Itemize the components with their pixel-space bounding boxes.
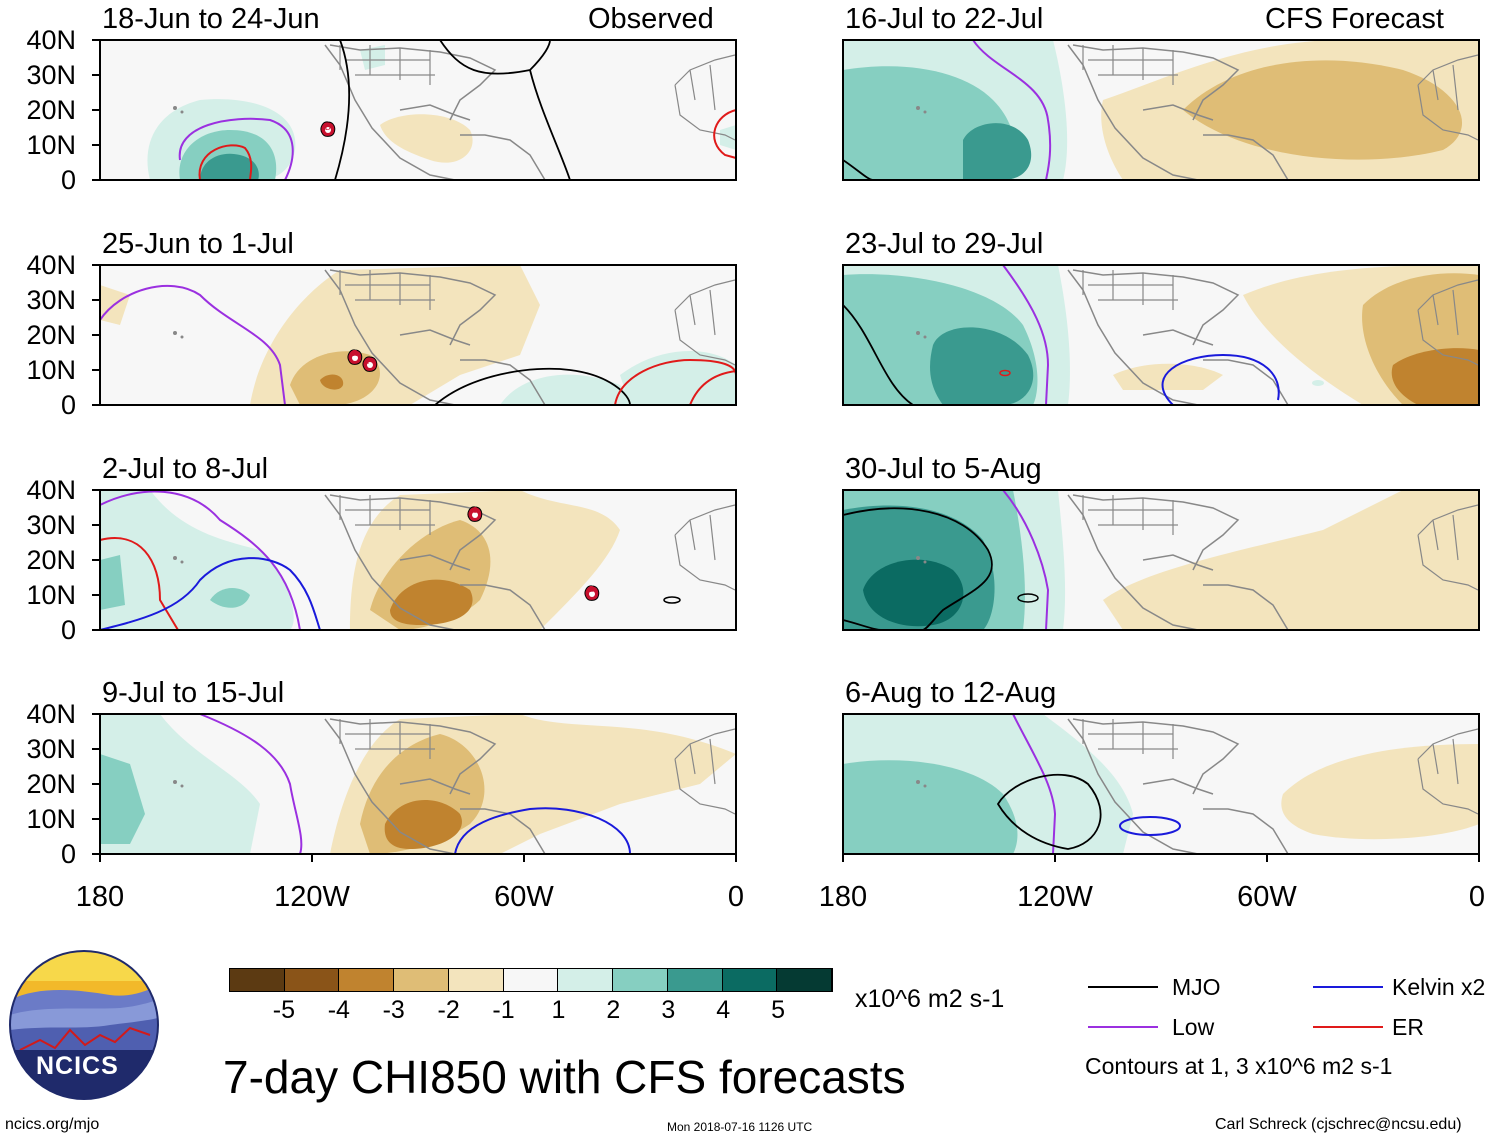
colorbar-swatch bbox=[558, 969, 614, 991]
panel-title-8: 6-Aug to 12-Aug bbox=[845, 677, 1057, 709]
y-tick: 40N bbox=[26, 25, 76, 55]
panel-forecast-2 bbox=[842, 264, 1480, 406]
y-tick: 20N bbox=[26, 320, 76, 350]
legend-er: ER bbox=[1392, 1014, 1424, 1040]
colorbar-swatch bbox=[284, 969, 340, 991]
footer-link[interactable]: ncics.org/mjo bbox=[5, 1116, 100, 1133]
panel-observed-2 bbox=[99, 264, 737, 406]
colorbar-units: x10^6 m2 s-1 bbox=[855, 985, 1005, 1013]
colorbar-swatch bbox=[230, 969, 285, 991]
legend-note: Contours at 1, 3 x10^6 m2 s-1 bbox=[1085, 1053, 1393, 1079]
y-tick: 0 bbox=[60, 839, 76, 869]
panel-title-1: 18-Jun to 24-Jun bbox=[102, 3, 320, 35]
panel-observed-4 bbox=[99, 713, 737, 855]
colorbar-tick-label: -1 bbox=[492, 996, 515, 1024]
panel-observed-3 bbox=[99, 489, 737, 631]
x-tick: 0 bbox=[1468, 881, 1486, 913]
panel-title-7: 30-Jul to 5-Aug bbox=[845, 453, 1042, 485]
footer-timestamp: Mon 2018-07-16 1126 UTC bbox=[667, 1120, 813, 1134]
colorbar-tick-label: -5 bbox=[272, 996, 296, 1024]
y-tick: 10N bbox=[26, 580, 76, 610]
panel-title-2: 25-Jun to 1-Jul bbox=[102, 228, 294, 260]
panel-observed-1 bbox=[99, 39, 737, 181]
observed-label: Observed bbox=[588, 3, 714, 35]
colorbar-tick-label: -2 bbox=[437, 996, 460, 1024]
y-tick: 40N bbox=[26, 250, 76, 280]
y-tick: 0 bbox=[60, 165, 76, 195]
y-tick: 20N bbox=[26, 769, 76, 799]
y-tick: 10N bbox=[26, 130, 76, 160]
x-tick: 120W bbox=[1017, 881, 1093, 913]
y-tick: 40N bbox=[26, 699, 76, 729]
storm-label: D bbox=[325, 123, 331, 132]
colorbar-tick-label: 1 bbox=[551, 996, 566, 1024]
colorbar bbox=[229, 968, 833, 992]
y-tick: 30N bbox=[26, 285, 76, 315]
colorbar-swatch bbox=[448, 969, 504, 991]
colorbar-swatch bbox=[503, 969, 559, 991]
x-tick: 180 bbox=[818, 881, 868, 913]
colorbar-swatch bbox=[722, 969, 778, 991]
colorbar-swatch bbox=[667, 969, 723, 991]
panel-forecast-3 bbox=[842, 489, 1480, 631]
y-tick: 10N bbox=[26, 804, 76, 834]
panel-title-3: 2-Jul to 8-Jul bbox=[102, 453, 269, 485]
colorbar-swatch bbox=[777, 969, 833, 991]
x-tick: 120W bbox=[274, 881, 350, 913]
legend-mjo: MJO bbox=[1172, 974, 1221, 1000]
colorbar-tick-label: 4 bbox=[716, 996, 731, 1024]
storm-label: C bbox=[472, 506, 478, 515]
panel-forecast-1 bbox=[842, 39, 1480, 181]
y-tick: 30N bbox=[26, 510, 76, 540]
x-tick: 0 bbox=[727, 881, 745, 913]
y-tick: 20N bbox=[26, 545, 76, 575]
panel-forecast-4 bbox=[842, 713, 1480, 855]
y-tick: 0 bbox=[60, 390, 76, 420]
y-tick: 10N bbox=[26, 355, 76, 385]
storm-label: B bbox=[589, 585, 595, 594]
panel-title-6: 23-Jul to 29-Jul bbox=[845, 228, 1044, 260]
footer-credit: Carl Schreck (cjschrec@ncsu.edu) bbox=[1215, 1116, 1462, 1133]
legend-kelvin: Kelvin x2 bbox=[1392, 974, 1486, 1000]
colorbar-tick-label: 2 bbox=[606, 996, 621, 1024]
logo-text: NCICS bbox=[36, 1052, 119, 1080]
y-tick: 40N bbox=[26, 475, 76, 505]
x-tick: 60W bbox=[1237, 881, 1297, 913]
colorbar-swatch bbox=[613, 969, 668, 991]
colorbar-swatch bbox=[394, 969, 449, 991]
x-tick: 60W bbox=[494, 881, 554, 913]
x-tick: 180 bbox=[75, 881, 125, 913]
axis-ticks bbox=[92, 39, 1480, 862]
y-tick: 20N bbox=[26, 95, 76, 125]
panel-title-4: 9-Jul to 15-Jul bbox=[102, 677, 285, 709]
storm-label: E bbox=[352, 349, 358, 358]
colorbar-tick-label: -4 bbox=[327, 996, 350, 1024]
legend-low: Low bbox=[1172, 1014, 1215, 1040]
y-tick: 0 bbox=[60, 615, 76, 645]
panel-title-5: 16-Jul to 22-Jul bbox=[845, 3, 1044, 35]
colorbar-tick-label: 3 bbox=[661, 996, 676, 1024]
y-tick: 30N bbox=[26, 734, 76, 764]
forecast-label: CFS Forecast bbox=[1265, 3, 1444, 35]
main-title: 7-day CHI850 with CFS forecasts bbox=[223, 1051, 906, 1103]
y-tick: 30N bbox=[26, 60, 76, 90]
colorbar-swatch bbox=[339, 969, 395, 991]
storm-label: F bbox=[367, 357, 372, 366]
colorbar-tick-label: -3 bbox=[382, 996, 405, 1024]
colorbar-tick-label: 5 bbox=[771, 996, 786, 1024]
